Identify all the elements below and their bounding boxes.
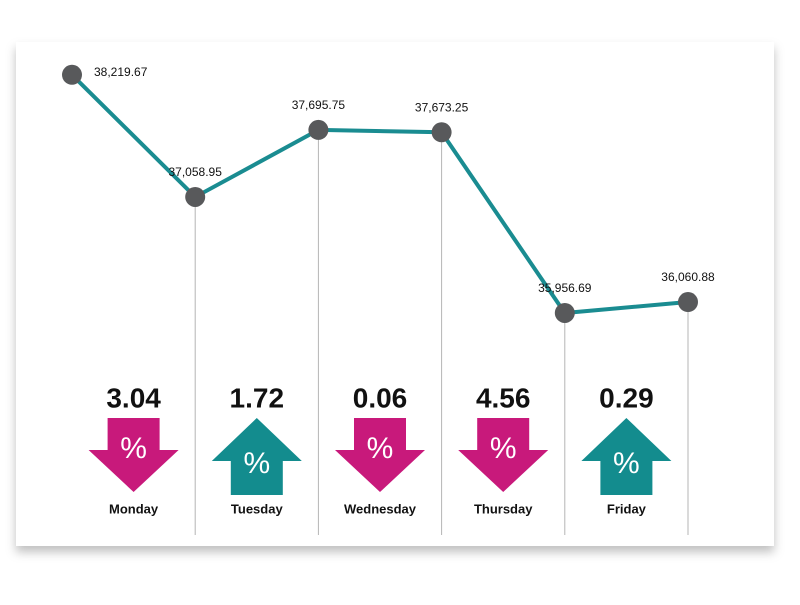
value-label: 37,673.25 <box>415 100 469 114</box>
change-value: 3.04 <box>106 382 161 413</box>
point <box>554 302 575 323</box>
down-arrow <box>335 418 425 492</box>
point <box>431 122 452 143</box>
day-label: Thursday <box>474 501 533 516</box>
line <box>70 73 689 316</box>
value-label: 38,219.67 <box>94 65 148 79</box>
day-label: Friday <box>607 501 647 516</box>
change-value: 0.06 <box>353 382 408 413</box>
point <box>678 292 698 313</box>
value-label: 37,695.75 <box>292 98 346 112</box>
point <box>185 186 206 207</box>
change-value: 4.56 <box>476 382 531 413</box>
change-value: 1.72 <box>230 382 285 413</box>
value-label: 37,058.95 <box>169 165 223 179</box>
change-value: 0.29 <box>599 382 654 413</box>
point <box>308 119 329 140</box>
down-arrow <box>458 418 549 492</box>
percent-sign: % <box>490 432 517 465</box>
up-arrow <box>581 418 672 495</box>
day-label: Tuesday <box>231 501 284 516</box>
day-label: Monday <box>109 501 159 516</box>
percent-sign: % <box>243 447 270 480</box>
percent-sign: % <box>367 432 394 465</box>
up-arrow <box>211 418 302 495</box>
down-arrow <box>88 418 179 492</box>
percent-sign: % <box>120 432 147 465</box>
point <box>62 64 82 85</box>
value-label: 35,956.69 <box>538 281 592 295</box>
value-label: 36,060.88 <box>661 270 715 284</box>
percent-sign: % <box>613 447 640 480</box>
day-label: Wednesday <box>344 501 417 516</box>
